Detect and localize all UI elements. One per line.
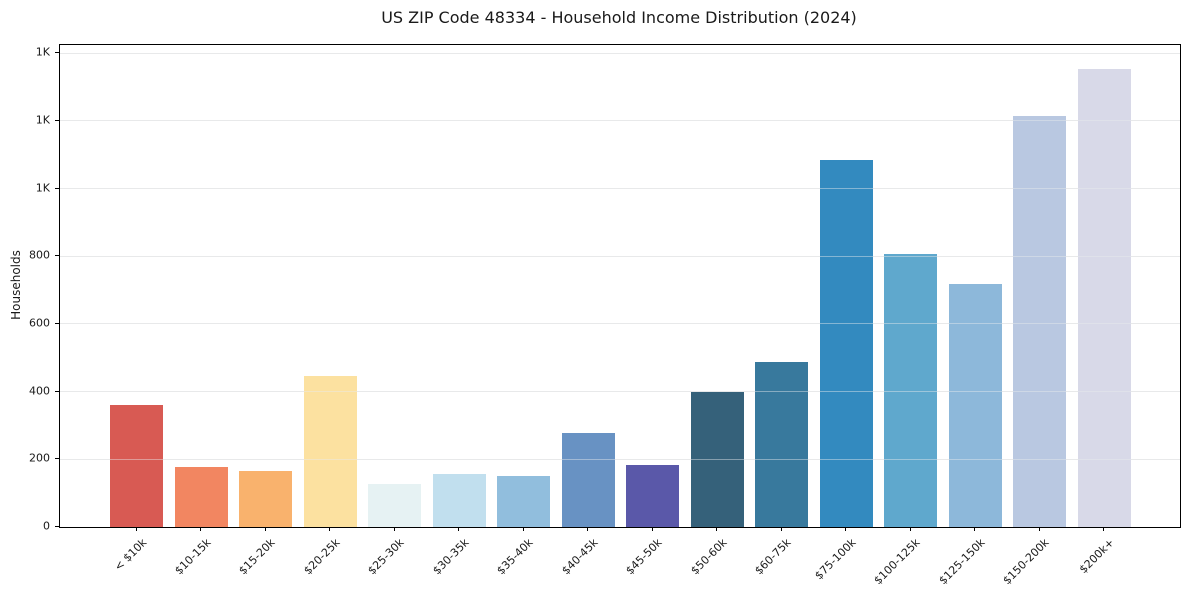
bar-75-100k <box>819 159 873 527</box>
x-tick-mark <box>522 527 524 531</box>
x-tick-mark <box>393 527 395 531</box>
y-tick-mark <box>55 526 59 527</box>
y-tick-mark <box>55 322 59 324</box>
x-tick-label: $150-200k <box>1000 536 1052 588</box>
x-tick-mark <box>587 527 589 531</box>
bar-125-150k <box>948 283 1002 527</box>
y-tick-mark <box>55 390 59 392</box>
gridline-overlay <box>60 255 1180 257</box>
bar-15-20k <box>239 471 293 527</box>
y-tick-mark <box>55 255 59 257</box>
y-tick-label: 1K <box>35 113 50 127</box>
chart-title: US ZIP Code 48334 - Household Income Dis… <box>381 8 857 27</box>
x-tick-label: $200k+ <box>1076 536 1117 577</box>
bar-30-35k <box>432 473 486 527</box>
y-tick-mark <box>55 119 59 121</box>
bar-50-60k <box>690 392 744 527</box>
gridline-overlay <box>60 188 1180 190</box>
x-tick-mark <box>716 527 718 531</box>
bar-150-200k <box>1013 115 1067 527</box>
bar-100-125k <box>884 253 938 527</box>
x-tick-label: $60-75k <box>752 536 794 578</box>
gridline-overlay <box>60 391 1180 393</box>
x-tick-label: $40-45k <box>559 536 601 578</box>
bar-60-75k <box>755 362 809 527</box>
bar-40-45k <box>561 433 615 527</box>
bar-45-50k <box>626 465 680 527</box>
y-tick-mark <box>55 458 59 460</box>
gridline-overlay <box>60 52 1180 54</box>
x-tick-label: $30-35k <box>430 536 472 578</box>
x-tick-label: $50-60k <box>688 536 730 578</box>
x-tick-label: $75-100k <box>812 536 859 583</box>
bar-35-40k <box>497 476 551 527</box>
x-tick-mark <box>458 527 460 531</box>
x-tick-label: $25-30k <box>365 536 407 578</box>
plot-area <box>59 44 1181 528</box>
y-tick-label: 200 <box>29 451 50 465</box>
bar-10k <box>110 404 164 527</box>
bar-10-15k <box>174 466 228 527</box>
x-tick-label: < $10k <box>111 536 149 574</box>
y-tick-label: 600 <box>29 316 50 330</box>
gridline <box>60 120 1180 122</box>
x-tick-label: $35-40k <box>494 536 536 578</box>
gridline <box>60 323 1180 325</box>
x-tick-mark <box>135 527 137 531</box>
x-tick-mark <box>1038 527 1040 531</box>
bar-200k <box>1077 69 1131 527</box>
gridline <box>60 458 1180 460</box>
gridline <box>60 255 1180 257</box>
x-tick-label: $100-125k <box>871 536 923 588</box>
y-tick-label: 400 <box>29 384 50 398</box>
y-tick-label: 0 <box>43 519 50 533</box>
x-tick-label: $15-20k <box>236 536 278 578</box>
y-tick-label: 1K <box>35 181 50 195</box>
x-tick-label: $10-15k <box>172 536 214 578</box>
gridline-overlay <box>60 458 1180 460</box>
x-tick-label: $45-50k <box>623 536 665 578</box>
bar-20-25k <box>303 376 357 527</box>
y-tick-mark <box>55 187 59 189</box>
y-tick-label: 800 <box>29 248 50 262</box>
x-tick-label: $125-150k <box>936 536 988 588</box>
x-tick-mark <box>200 527 202 531</box>
x-tick-mark <box>651 527 653 531</box>
x-tick-mark <box>1103 527 1105 531</box>
x-tick-mark <box>780 527 782 531</box>
x-tick-label: $20-25k <box>301 536 343 578</box>
x-tick-mark <box>264 527 266 531</box>
y-tick-label: 1K <box>35 45 50 59</box>
gridline-overlay <box>60 120 1180 122</box>
gridline <box>60 188 1180 190</box>
gridline-overlay <box>60 323 1180 325</box>
x-tick-mark <box>974 527 976 531</box>
bar-25-30k <box>368 484 422 527</box>
x-tick-mark <box>909 527 911 531</box>
y-tick-mark <box>55 52 59 54</box>
x-tick-mark <box>845 527 847 531</box>
x-tick-mark <box>329 527 331 531</box>
gridline <box>60 391 1180 393</box>
gridline <box>60 52 1180 54</box>
